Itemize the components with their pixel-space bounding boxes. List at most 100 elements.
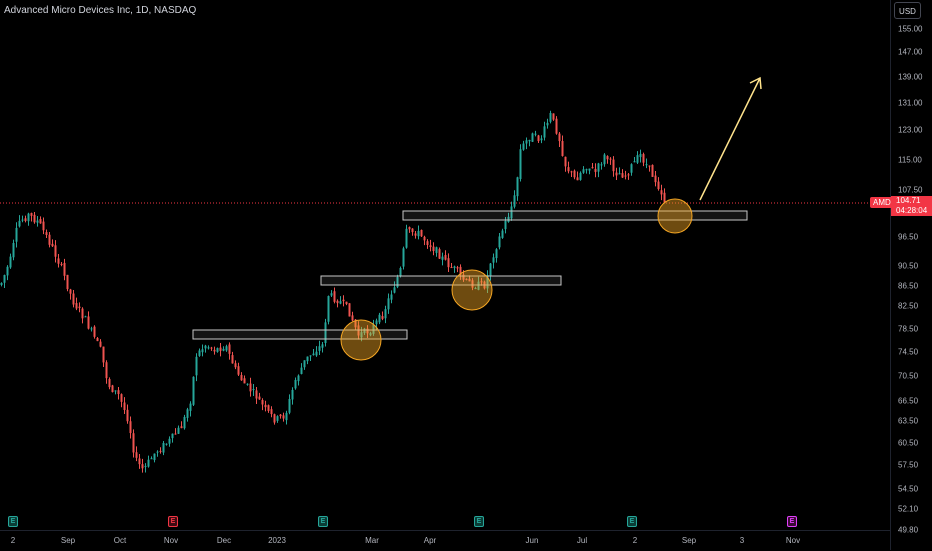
candle-body — [177, 427, 180, 434]
candle-body — [603, 154, 606, 165]
candle-body — [390, 294, 393, 300]
candle-body — [60, 263, 63, 265]
time-tick: Dec — [216, 536, 232, 545]
currency-button[interactable]: USD — [894, 2, 921, 19]
symbol-title[interactable]: Advanced Micro Devices Inc, 1D, NASDAQ — [4, 5, 197, 16]
candle-body — [336, 300, 339, 304]
candle-body — [630, 164, 633, 173]
time-axis[interactable]: 2 Sep Oct Nov Dec 2023 Mar Apr Jun Jul 2 Sep 3 Nov — [0, 530, 890, 551]
candle-body — [570, 171, 573, 173]
candle-body — [516, 177, 519, 197]
candle-body — [450, 267, 453, 269]
candle-body — [477, 281, 480, 290]
candle-body — [366, 328, 369, 334]
time-tick: Jun — [525, 536, 539, 545]
time-tick: Jul — [576, 536, 588, 545]
candle-body — [126, 409, 129, 422]
price-tick: 54.50 — [898, 484, 919, 494]
candle-body — [348, 303, 351, 317]
candle-body — [384, 309, 387, 319]
candle-body — [33, 214, 36, 223]
earnings-marker-icon[interactable]: E — [627, 516, 637, 527]
earnings-marker-icon[interactable]: E — [318, 516, 328, 527]
candlestick-chart[interactable] — [0, 0, 890, 530]
candle-body — [546, 122, 549, 126]
candle-body — [531, 133, 534, 142]
candle-body — [528, 139, 531, 142]
candle-body — [48, 234, 51, 245]
candle-body — [597, 163, 600, 172]
price-tick: 115.00 — [898, 155, 922, 165]
candle-body — [501, 230, 504, 238]
candle-body — [102, 346, 105, 363]
time-tick: 2023 — [268, 536, 286, 545]
candle-body — [15, 227, 18, 242]
retest-circle-2 — [451, 269, 493, 311]
candle-body — [438, 249, 441, 259]
time-tick: 3 — [739, 536, 745, 545]
candle-body — [159, 450, 162, 452]
projection-arrow-head — [749, 76, 762, 90]
candle-body — [474, 287, 477, 289]
candle-body — [36, 220, 39, 223]
candle-body — [90, 328, 93, 330]
candle-body — [66, 274, 69, 290]
candle-body — [462, 274, 465, 280]
candle-body — [648, 165, 651, 167]
candle-body — [186, 409, 189, 418]
candle-body — [402, 248, 405, 267]
candle-body — [297, 375, 300, 382]
time-tick: Nov — [163, 536, 179, 545]
earnings-marker-icon[interactable]: E — [168, 516, 178, 527]
candle-body — [117, 390, 120, 395]
candle-body — [21, 219, 24, 221]
candle-body — [363, 328, 366, 333]
candle-body — [423, 236, 426, 241]
price-tick: 155.00 — [898, 24, 923, 34]
earnings-marker-icon[interactable]: E — [474, 516, 484, 527]
candle-body — [441, 256, 444, 260]
candle-body — [195, 356, 198, 376]
candle-body — [129, 421, 132, 434]
price-tick: 131.00 — [898, 98, 923, 108]
candle-body — [162, 443, 165, 453]
bar-countdown: 04:28:04 — [896, 206, 928, 215]
candle-body — [291, 389, 294, 400]
candle-body — [582, 169, 585, 173]
earnings-marker-icon[interactable]: E — [8, 516, 18, 527]
candle-body — [387, 298, 390, 310]
candle-body — [513, 195, 516, 207]
candle-body — [207, 347, 210, 349]
candle-body — [168, 438, 171, 444]
candle-body — [330, 293, 333, 296]
candle-body — [114, 390, 117, 392]
candle-body — [360, 332, 363, 338]
candle-body — [183, 416, 186, 429]
candle-body — [615, 172, 618, 176]
candle-body — [489, 263, 492, 277]
time-tick: Nov — [785, 536, 801, 545]
retest-circle-1 — [340, 319, 382, 361]
candle-body — [318, 346, 321, 351]
candle-body — [39, 219, 42, 224]
candle-body — [621, 173, 624, 178]
time-tick: 2 — [10, 536, 16, 545]
price-axis[interactable]: USD 155.00 147.00 139.00 131.00 123.00 115.00… — [890, 0, 932, 550]
price-tick: 78.50 — [898, 324, 919, 334]
price-tick: 52.10 — [898, 504, 919, 514]
candle-body — [369, 333, 372, 336]
candle-body — [576, 177, 579, 181]
chart-pane[interactable]: Advanced Micro Devices Inc, 1D, NASDAQ — [0, 0, 890, 530]
candle-body — [228, 344, 231, 354]
candle-body — [453, 266, 456, 269]
price-tick: 70.50 — [898, 371, 919, 381]
candle-body — [549, 112, 552, 122]
candle-body — [96, 338, 99, 342]
earnings-marker-icon[interactable]: E — [787, 516, 797, 527]
candle-body — [306, 356, 309, 362]
candle-body — [285, 412, 288, 421]
candle-body — [237, 366, 240, 375]
candle-body — [84, 316, 87, 318]
candle-body — [651, 164, 654, 177]
candle-body — [12, 243, 15, 258]
